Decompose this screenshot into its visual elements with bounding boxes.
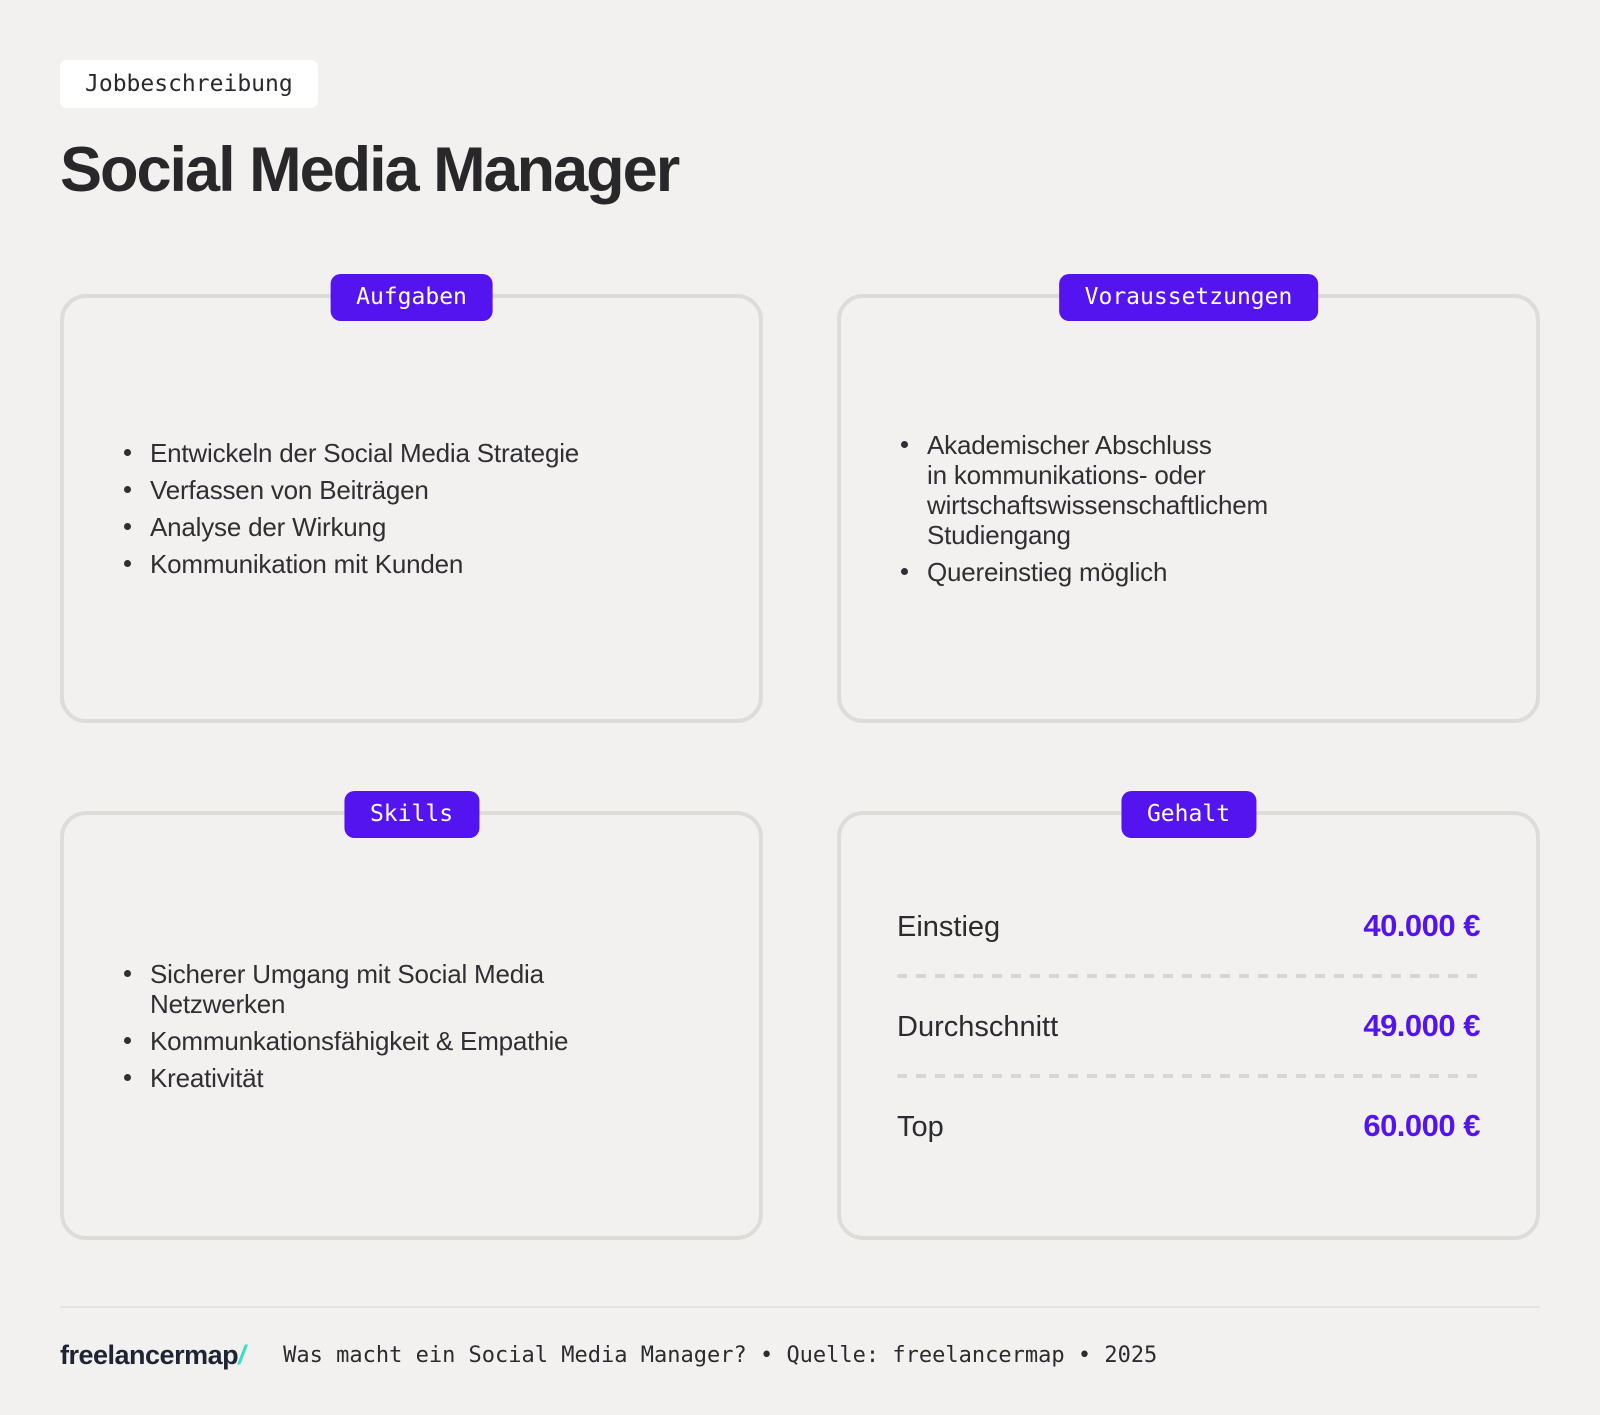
list-item: Entwickeln der Social Media Strategie bbox=[124, 438, 719, 468]
card-gehalt-badge: Gehalt bbox=[1120, 791, 1257, 838]
list-item: Analyse der Wirkung bbox=[124, 512, 719, 542]
cards-grid: Aufgaben Entwickeln der Social Media Str… bbox=[60, 274, 1540, 1240]
list-item: Kommunkationsfähigkeit & Empathie bbox=[124, 1026, 719, 1056]
dashed-divider bbox=[897, 1073, 1480, 1078]
page-title: Social Media Manager bbox=[60, 135, 680, 205]
footer: freelancermap/ Was macht ein Social Medi… bbox=[60, 1306, 1540, 1371]
salary-value: 40.000 € bbox=[1363, 907, 1480, 943]
dashed-divider bbox=[897, 973, 1480, 978]
category-chip: Jobbeschreibung bbox=[60, 60, 318, 108]
list-item: Verfassen von Beiträgen bbox=[124, 475, 719, 505]
aufgaben-list: Entwickeln der Social Media Strategie Ve… bbox=[64, 431, 759, 586]
salary-value: 60.000 € bbox=[1363, 1107, 1480, 1143]
footer-caption: Was macht ein Social Media Manager? • Qu… bbox=[283, 1343, 1158, 1368]
freelancermap-logo: freelancermap/ bbox=[60, 1340, 246, 1371]
salary-row-durchschnitt: Durchschnitt 49.000 € bbox=[897, 1008, 1480, 1044]
list-item: Kommunikation mit Kunden bbox=[124, 549, 719, 579]
card-gehalt: Gehalt Einstieg 40.000 € Durchschnitt 49… bbox=[837, 791, 1540, 1240]
salary-row-einstieg: Einstieg 40.000 € bbox=[897, 908, 1480, 944]
salary-label: Top bbox=[897, 1110, 944, 1143]
salary-row-top: Top 60.000 € bbox=[897, 1108, 1480, 1144]
category-chip-label: Jobbeschreibung bbox=[85, 71, 293, 97]
card-voraussetzungen-badge: Voraussetzungen bbox=[1058, 274, 1319, 321]
card-voraussetzungen: Voraussetzungen Akademischer Abschluss i… bbox=[837, 274, 1540, 723]
logo-slash-icon: / bbox=[238, 1340, 246, 1370]
footer-divider bbox=[60, 1306, 1540, 1308]
card-skills-badge: Skills bbox=[343, 791, 480, 838]
card-skills: Skills Sicherer Umgang mit Social Media … bbox=[60, 791, 763, 1240]
salary-table: Einstieg 40.000 € Durchschnitt 49.000 € … bbox=[841, 908, 1536, 1144]
logo-text: freelancermap bbox=[60, 1340, 239, 1370]
list-item: Sicherer Umgang mit Social Media Netzwer… bbox=[124, 959, 719, 1019]
infographic-page: Jobbeschreibung Social Media Manager Auf… bbox=[60, 60, 1540, 1371]
list-item: Akademischer Abschluss in kommunikations… bbox=[901, 430, 1496, 550]
voraussetzungen-list: Akademischer Abschluss in kommunikations… bbox=[841, 423, 1536, 594]
card-aufgaben-badge: Aufgaben bbox=[330, 274, 493, 321]
salary-value: 49.000 € bbox=[1363, 1007, 1480, 1043]
list-item: Quereinstieg möglich bbox=[901, 557, 1496, 587]
footer-row: freelancermap/ Was macht ein Social Medi… bbox=[60, 1340, 1540, 1371]
salary-label: Durchschnitt bbox=[897, 1010, 1059, 1043]
list-item: Kreativität bbox=[124, 1063, 719, 1093]
salary-label: Einstieg bbox=[897, 910, 1001, 943]
card-aufgaben: Aufgaben Entwickeln der Social Media Str… bbox=[60, 274, 763, 723]
skills-list: Sicherer Umgang mit Social Media Netzwer… bbox=[64, 952, 759, 1100]
